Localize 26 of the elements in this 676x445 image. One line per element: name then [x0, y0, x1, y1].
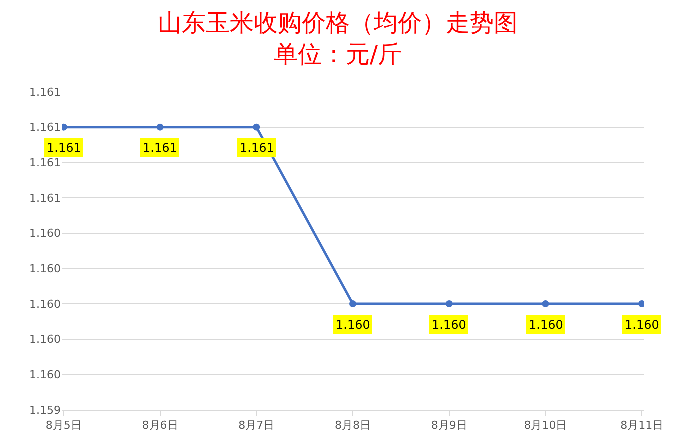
y-tick-label: 1.160 — [30, 368, 61, 382]
y-tick-label: 1.160 — [30, 262, 61, 276]
data-label: 1.160 — [336, 318, 370, 332]
y-tick-label: 1.159 — [30, 404, 61, 417]
y-tick-label: 1.160 — [30, 333, 61, 346]
y-tick-label: 1.161 — [30, 121, 61, 134]
x-tick-label: 8月6日 — [142, 419, 178, 432]
data-label: 1.160 — [432, 318, 466, 332]
y-tick-label: 1.161 — [30, 156, 61, 170]
chart-subtitle: 单位：元/斤 — [274, 40, 402, 68]
data-label: 1.160 — [529, 318, 564, 332]
y-tick-label: 1.161 — [30, 86, 61, 99]
x-tick-label: 8月10日 — [524, 419, 568, 432]
x-tick-label: 8月11日 — [620, 419, 664, 432]
data-label: 1.161 — [240, 141, 274, 155]
x-tick-label: 8月7日 — [238, 419, 275, 432]
x-tick-label: 8月8日 — [335, 419, 371, 432]
y-tick-label: 1.160 — [30, 298, 61, 311]
x-tick-label: 8月9日 — [431, 419, 468, 432]
data-label: 1.160 — [625, 318, 660, 332]
chart-title: 山东玉米收购价格（均价）走势图 — [158, 9, 518, 38]
y-tick-label: 1.161 — [30, 192, 61, 205]
x-tick-label: 8月5日 — [46, 419, 82, 432]
y-tick-label: 1.160 — [30, 227, 61, 240]
data-label: 1.161 — [143, 141, 178, 155]
data-label: 1.161 — [47, 141, 82, 155]
